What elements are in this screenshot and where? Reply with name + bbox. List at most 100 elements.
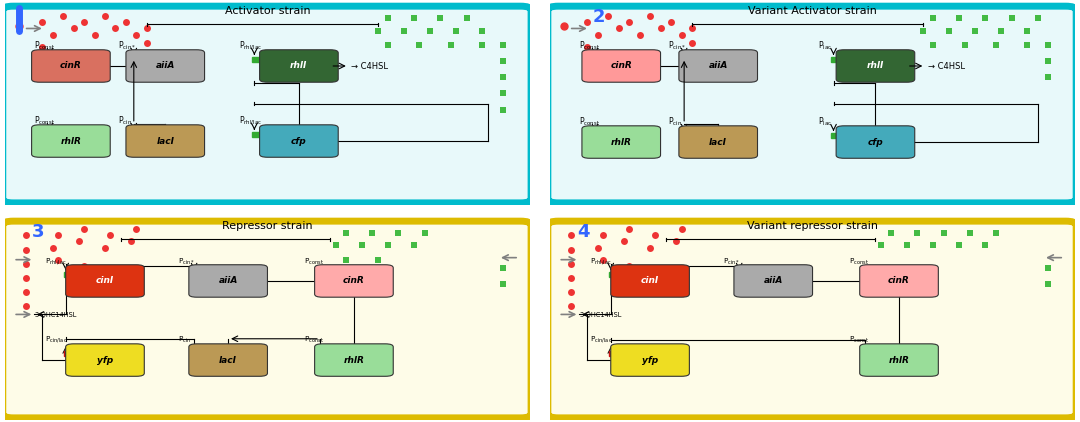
Text: P$_{\rm cin/lac}$: P$_{\rm cin/lac}$ [590,334,612,345]
Bar [609,272,618,277]
Text: aiiA: aiiA [156,62,175,70]
Text: 3-OHC14HSL: 3-OHC14HSL [35,312,77,319]
Text: cinI: cinI [96,276,114,285]
Text: P$_{\rm cin*}$: P$_{\rm cin*}$ [669,39,687,52]
Text: Variant repressor strain: Variant repressor strain [747,221,878,231]
Bar [683,57,691,62]
Text: P$_{\rm const}$: P$_{\rm const}$ [305,335,324,345]
FancyBboxPatch shape [679,126,757,158]
Bar [683,133,691,138]
Text: 3-OHC14HSL: 3-OHC14HSL [579,312,622,319]
FancyBboxPatch shape [126,50,204,82]
Text: P$_{\rm cin}$: P$_{\rm cin}$ [118,114,132,127]
FancyBboxPatch shape [836,50,915,82]
Text: P$_{\rm cin}$: P$_{\rm cin}$ [178,335,192,345]
Bar [841,133,850,138]
FancyBboxPatch shape [189,265,268,297]
Text: P$_{\rm lac}$: P$_{\rm lac}$ [818,39,832,52]
Bar [192,272,202,277]
Text: yfp: yfp [97,356,113,365]
FancyBboxPatch shape [860,265,939,297]
Text: Variant Activator strain: Variant Activator strain [748,6,877,16]
Text: aiiA: aiiA [708,62,728,70]
FancyBboxPatch shape [3,6,531,203]
FancyBboxPatch shape [126,125,204,157]
Bar [832,133,841,138]
Text: rhlR: rhlR [889,356,909,365]
Bar [841,57,850,62]
Text: P$_{\rm rhl/lac}$: P$_{\rm rhl/lac}$ [590,256,611,267]
FancyBboxPatch shape [836,126,915,158]
FancyBboxPatch shape [3,221,531,418]
Text: cinR: cinR [610,62,632,70]
FancyBboxPatch shape [611,265,689,297]
Bar [261,133,271,137]
Text: P$_{\rm lac}$: P$_{\rm lac}$ [818,115,832,128]
Bar [737,272,746,277]
Text: P$_{\rm cin/lac}$: P$_{\rm cin/lac}$ [44,334,67,345]
Text: lacI: lacI [219,356,238,365]
Bar [253,133,261,137]
Bar [318,272,327,277]
Text: Activator strain: Activator strain [225,6,310,16]
Bar [64,272,73,277]
Bar [593,57,603,62]
Text: P$_{\rm rhl/lac}$: P$_{\rm rhl/lac}$ [239,114,261,127]
FancyBboxPatch shape [582,126,661,158]
FancyBboxPatch shape [66,265,145,297]
Text: → C4HSL: → C4HSL [351,62,389,71]
Text: P$_{\rm const}$: P$_{\rm const}$ [849,257,869,267]
Text: cinI: cinI [640,276,659,285]
Text: cinR: cinR [888,276,909,285]
Text: cinR: cinR [343,276,365,285]
Text: rhlI: rhlI [291,62,308,70]
FancyBboxPatch shape [860,344,939,376]
FancyBboxPatch shape [31,125,110,157]
Text: rhlR: rhlR [343,356,364,365]
Bar [618,272,627,277]
Text: yfp: yfp [642,356,658,365]
Bar [132,133,141,137]
Text: aiiA: aiiA [218,276,238,285]
Text: 2: 2 [593,8,605,26]
Text: → C4HSL: → C4HSL [928,62,964,71]
Text: P$_{\rm const}$: P$_{\rm const}$ [35,39,55,52]
Text: aiiA: aiiA [764,276,783,285]
FancyBboxPatch shape [314,344,393,376]
Text: P$_{\rm const}$: P$_{\rm const}$ [35,114,55,127]
Text: cfp: cfp [291,137,307,146]
Text: P$_{\rm cin}$: P$_{\rm cin}$ [669,115,683,128]
Bar [261,57,271,62]
FancyBboxPatch shape [548,221,1076,418]
Text: rhlR: rhlR [60,137,81,146]
Bar [192,352,202,356]
Text: P$_{\rm cin*}$: P$_{\rm cin*}$ [118,39,136,52]
Text: P$_{\rm cin*}$: P$_{\rm cin*}$ [178,257,195,267]
Text: cfp: cfp [867,138,883,146]
Bar [73,272,82,277]
FancyBboxPatch shape [189,344,268,376]
FancyBboxPatch shape [582,50,661,82]
Text: lacI: lacI [157,137,174,146]
Text: P$_{\rm const}$: P$_{\rm const}$ [579,115,600,128]
Text: P$_{\rm rhl/lac}$: P$_{\rm rhl/lac}$ [239,39,261,52]
Text: 3: 3 [31,223,44,241]
Text: 4: 4 [577,223,590,241]
Text: rhlR: rhlR [611,138,632,146]
FancyBboxPatch shape [66,344,145,376]
Bar [253,57,261,62]
Bar [132,57,141,62]
Bar [64,352,73,356]
Text: P$_{\rm const}$: P$_{\rm const}$ [579,39,600,52]
Bar [832,57,841,62]
FancyBboxPatch shape [611,344,689,376]
Bar [863,272,873,277]
FancyBboxPatch shape [734,265,812,297]
Text: rhlI: rhlI [867,62,885,70]
FancyBboxPatch shape [548,6,1076,203]
Text: P$_{\rm const}$: P$_{\rm const}$ [305,257,324,267]
Text: cinR: cinR [60,62,82,70]
FancyBboxPatch shape [679,50,757,82]
Text: lacI: lacI [710,138,727,146]
Text: Repressor strain: Repressor strain [222,221,313,231]
